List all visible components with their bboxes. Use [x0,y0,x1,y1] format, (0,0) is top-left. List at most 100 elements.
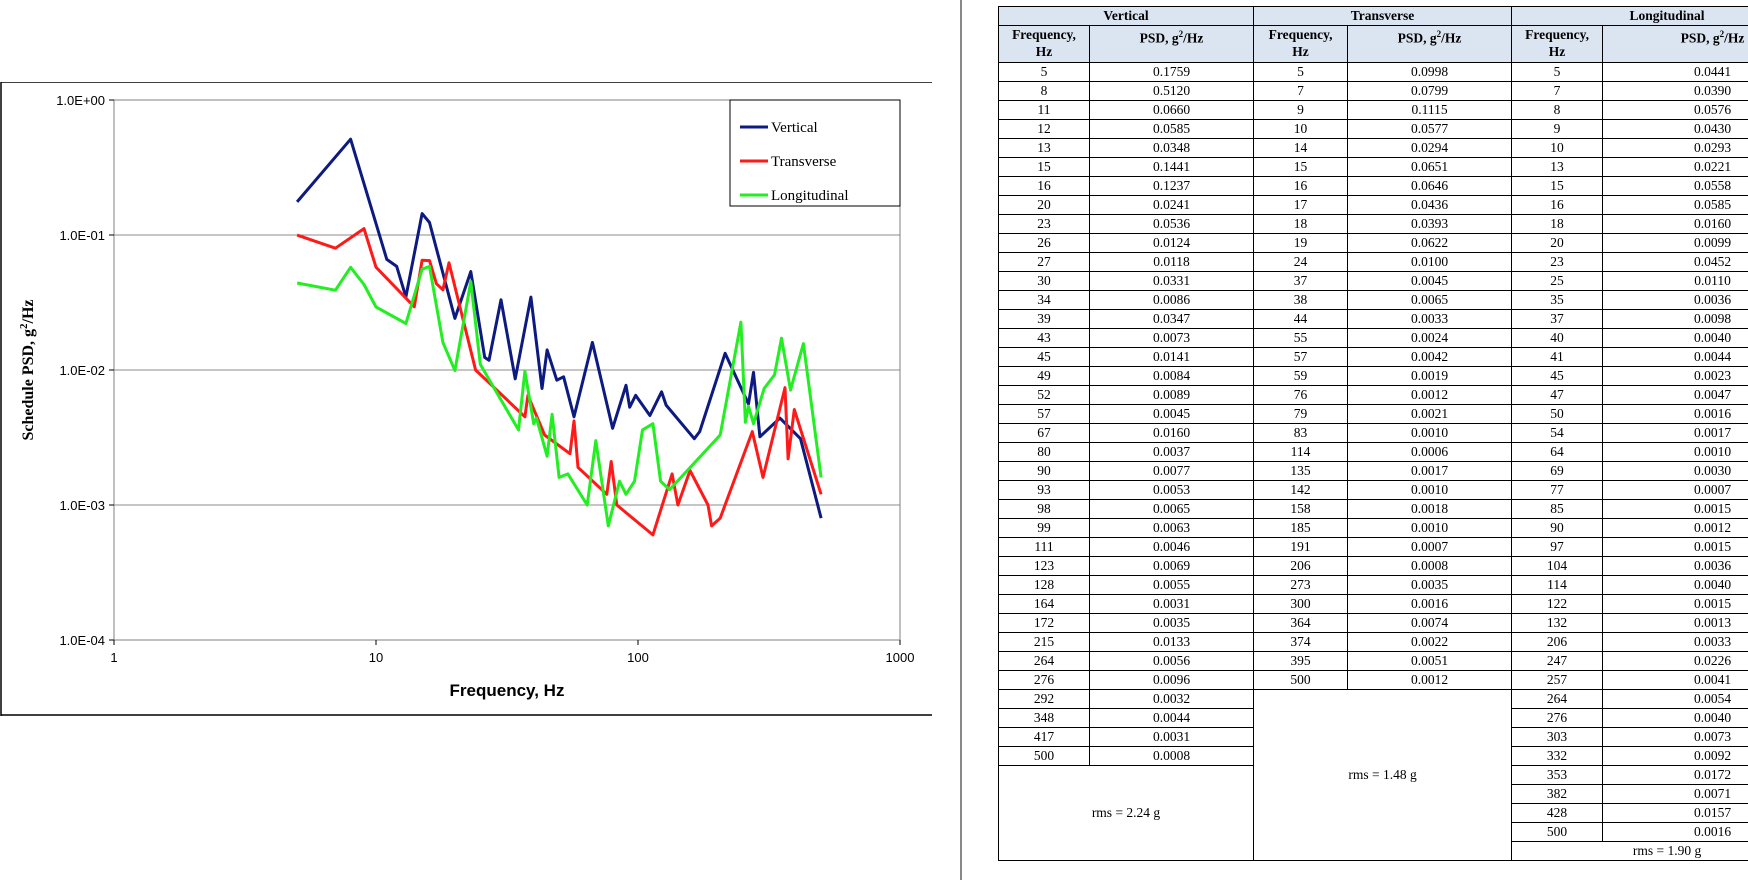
cell-vertical-frequency: 34 [998,290,1090,310]
cell-vertical-psd: 0.1237 [1088,176,1255,196]
cell-longitudinal-frequency: 206 [1511,632,1604,652]
cell-transverse-psd: 0.0651 [1347,157,1513,177]
cell-transverse-frequency: 135 [1253,461,1349,481]
cell-vertical-frequency: 93 [998,480,1090,500]
cell-vertical-frequency: 276 [998,670,1090,690]
cell-vertical-psd: 0.0585 [1088,119,1255,139]
rms-value-longitudinal: rms = 1.90 g [1511,841,1748,861]
cell-vertical-psd: 0.0063 [1088,518,1255,538]
psd-schedule-table: Vertical Transverse Longitudinal Frequen… [998,6,1748,861]
cell-longitudinal-frequency: 18 [1511,214,1604,234]
col-header-psd: PSD, g2/Hz [1602,25,1748,63]
cell-transverse-psd: 0.0998 [1347,62,1513,82]
cell-vertical-frequency: 27 [998,252,1090,272]
cell-transverse-frequency: 83 [1253,423,1349,443]
table-row: 99 0.0063 185 0.0010 90 0.0012 [998,518,1748,538]
psd-table-panel: Vertical Transverse Longitudinal Frequen… [998,6,1748,880]
col-header-psd: PSD, g2/Hz [1347,25,1513,63]
cell-longitudinal-psd: 0.0040 [1602,328,1748,348]
table-row: 13 0.0348 14 0.0294 10 0.0293 [998,138,1748,158]
cell-longitudinal-frequency: 40 [1511,328,1604,348]
cell-longitudinal-psd: 0.0157 [1602,803,1748,823]
cell-longitudinal-psd: 0.0576 [1602,100,1748,120]
x-tick-label: 100 [627,650,649,665]
cell-longitudinal-psd: 0.0585 [1602,195,1748,215]
cell-longitudinal-frequency: 16 [1511,195,1604,215]
cell-vertical-psd: 0.0046 [1088,537,1255,557]
cell-longitudinal-frequency: 25 [1511,271,1604,291]
cell-vertical-psd: 0.0160 [1088,423,1255,443]
y-tick-label: 1.0E-02 [59,363,105,378]
cell-transverse-frequency: 191 [1253,537,1349,557]
cell-transverse-psd: 0.0100 [1347,252,1513,272]
cell-vertical-psd: 0.0089 [1088,385,1255,405]
cell-vertical-psd: 0.0056 [1088,651,1255,671]
table-row: 80 0.0037 114 0.0006 64 0.0010 [998,442,1748,462]
cell-longitudinal-psd: 0.0017 [1602,423,1748,443]
cell-vertical-frequency: 57 [998,404,1090,424]
cell-transverse-psd: 0.0018 [1347,499,1513,519]
table-row: 57 0.0045 79 0.0021 50 0.0016 [998,404,1748,424]
x-tick-label: 1000 [886,650,915,665]
cell-longitudinal-psd: 0.0033 [1602,632,1748,652]
cell-transverse-psd: 0.0006 [1347,442,1513,462]
cell-longitudinal-frequency: 247 [1511,651,1604,671]
cell-transverse-psd: 0.0010 [1347,518,1513,538]
cell-transverse-frequency: 500 [1253,670,1349,690]
table-row: 15 0.1441 15 0.0651 13 0.0221 [998,157,1748,177]
cell-vertical-frequency: 98 [998,499,1090,519]
cell-transverse-psd: 0.0622 [1347,233,1513,253]
col-header-frequency: Frequency, Hz [1511,25,1604,63]
table-row: 52 0.0089 76 0.0012 47 0.0047 [998,385,1748,405]
cell-longitudinal-frequency: 353 [1511,765,1604,785]
cell-longitudinal-frequency: 54 [1511,423,1604,443]
cell-transverse-psd: 0.0065 [1347,290,1513,310]
cell-longitudinal-frequency: 276 [1511,708,1604,728]
cell-transverse-frequency: 55 [1253,328,1349,348]
cell-longitudinal-frequency: 20 [1511,233,1604,253]
cell-longitudinal-psd: 0.0007 [1602,480,1748,500]
cell-longitudinal-frequency: 8 [1511,100,1604,120]
cell-transverse-psd: 0.0007 [1347,537,1513,557]
cell-transverse-psd: 0.0008 [1347,556,1513,576]
cell-transverse-frequency: 15 [1253,157,1349,177]
table-row: 500 0.0008 332 0.0092 [998,746,1748,766]
cell-longitudinal-psd: 0.0293 [1602,138,1748,158]
cell-transverse-frequency: 38 [1253,290,1349,310]
cell-vertical-psd: 0.0084 [1088,366,1255,386]
cell-longitudinal-psd: 0.0015 [1602,499,1748,519]
cell-transverse-frequency: 158 [1253,499,1349,519]
cell-longitudinal-psd: 0.0071 [1602,784,1748,804]
cell-vertical-psd: 0.0086 [1088,290,1255,310]
cell-vertical-psd: 0.0331 [1088,271,1255,291]
cell-vertical-psd: 0.0660 [1088,100,1255,120]
cell-vertical-psd: 0.0124 [1088,233,1255,253]
cell-longitudinal-psd: 0.0041 [1602,670,1748,690]
table-row: 264 0.0056 395 0.0051 247 0.0226 [998,651,1748,671]
cell-vertical-frequency: 8 [998,81,1090,101]
table-row: 500 0.0016 [999,822,1748,842]
legend: Vertical Transverse Longitudinal [729,99,901,207]
table-row: 172 0.0035 364 0.0074 132 0.0013 [998,613,1748,633]
cell-vertical-psd: 0.0133 [1088,632,1255,652]
cell-transverse-psd: 0.0021 [1347,404,1513,424]
cell-vertical-psd: 0.0347 [1088,309,1255,329]
cell-longitudinal-frequency: 97 [1511,537,1604,557]
group-header-vertical: Vertical [998,6,1255,26]
cell-transverse-frequency: 185 [1253,518,1349,538]
cell-vertical-frequency: 417 [998,727,1090,747]
table-row: 8 0.5120 7 0.0799 7 0.0390 [998,81,1748,101]
series-line-longitudinal [296,264,823,528]
y-tick-label: 1.0E-04 [59,633,105,648]
table-row: 123 0.0069 206 0.0008 104 0.0036 [998,556,1748,576]
x-tick-label: 1 [110,650,117,665]
cell-transverse-psd: 0.0799 [1347,81,1513,101]
cell-longitudinal-frequency: 77 [1511,480,1604,500]
cell-vertical-frequency: 39 [998,309,1090,329]
cell-vertical-frequency: 13 [998,138,1090,158]
group-header-longitudinal: Longitudinal [1511,6,1748,26]
cell-transverse-psd: 0.0010 [1347,480,1513,500]
cell-longitudinal-frequency: 69 [1511,461,1604,481]
cell-longitudinal-psd: 0.0054 [1602,689,1748,709]
cell-transverse-psd: 0.0022 [1347,632,1513,652]
